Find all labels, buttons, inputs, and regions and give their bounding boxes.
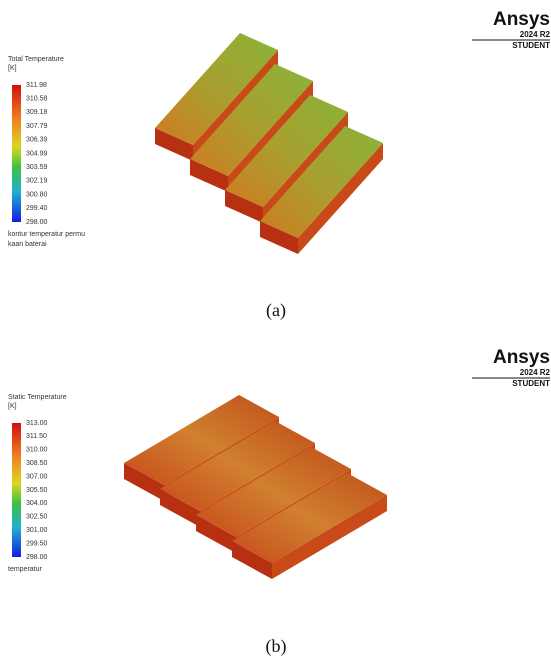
legend-label: 300.80 <box>26 191 48 198</box>
legend-note: temperatur <box>8 566 43 573</box>
legend-label: 302.19 <box>26 178 48 185</box>
color-bar <box>12 423 21 557</box>
legend-label: 299.50 <box>26 540 48 547</box>
logo-edition: STUDENT <box>512 379 550 388</box>
color-bar <box>12 85 21 222</box>
figure: Ansys2024 R2STUDENTTotal Temperature[K]3… <box>0 0 551 658</box>
legend-label: 302.50 <box>26 514 48 521</box>
logo-edition: STUDENT <box>512 41 550 50</box>
legend-label: 310.58 <box>26 96 48 103</box>
logo-brand: Ansys <box>493 9 550 30</box>
legend-note: kontur temperatur permu <box>8 231 85 238</box>
legend-label: 303.59 <box>26 164 48 171</box>
legend-label: 301.00 <box>26 527 48 534</box>
legend-label: 307.00 <box>26 473 48 480</box>
legend-label: 313.00 <box>26 420 48 427</box>
legend-label: 310.00 <box>26 447 48 454</box>
legend-label: 311.50 <box>26 433 47 440</box>
legend-label: 299.40 <box>26 205 48 212</box>
caption: (a) <box>266 300 286 321</box>
legend-label: 306.39 <box>26 137 48 144</box>
legend-title: Static Temperature <box>8 394 67 401</box>
legend-note: kaan baterai <box>8 241 47 248</box>
legend-title: Total Temperature <box>8 56 64 63</box>
legend-label: 304.00 <box>26 500 48 507</box>
legend-label: 298.00 <box>26 554 48 561</box>
logo-brand: Ansys <box>493 347 550 368</box>
logo-version: 2024 R2 <box>520 368 551 377</box>
legend-label: 309.18 <box>26 109 48 116</box>
legend-label: 298.00 <box>26 219 48 226</box>
figure-canvas: Ansys2024 R2STUDENTTotal Temperature[K]3… <box>0 0 551 658</box>
legend-label: 311.98 <box>26 82 47 89</box>
logo-version: 2024 R2 <box>520 30 551 39</box>
legend-label: 307.79 <box>26 123 48 130</box>
legend-label: 305.50 <box>26 487 48 494</box>
legend-unit: [K] <box>8 403 17 410</box>
legend-unit: [K] <box>8 65 17 72</box>
legend-label: 308.50 <box>26 460 48 467</box>
legend-label: 304.99 <box>26 150 48 157</box>
caption: (b) <box>266 636 287 657</box>
